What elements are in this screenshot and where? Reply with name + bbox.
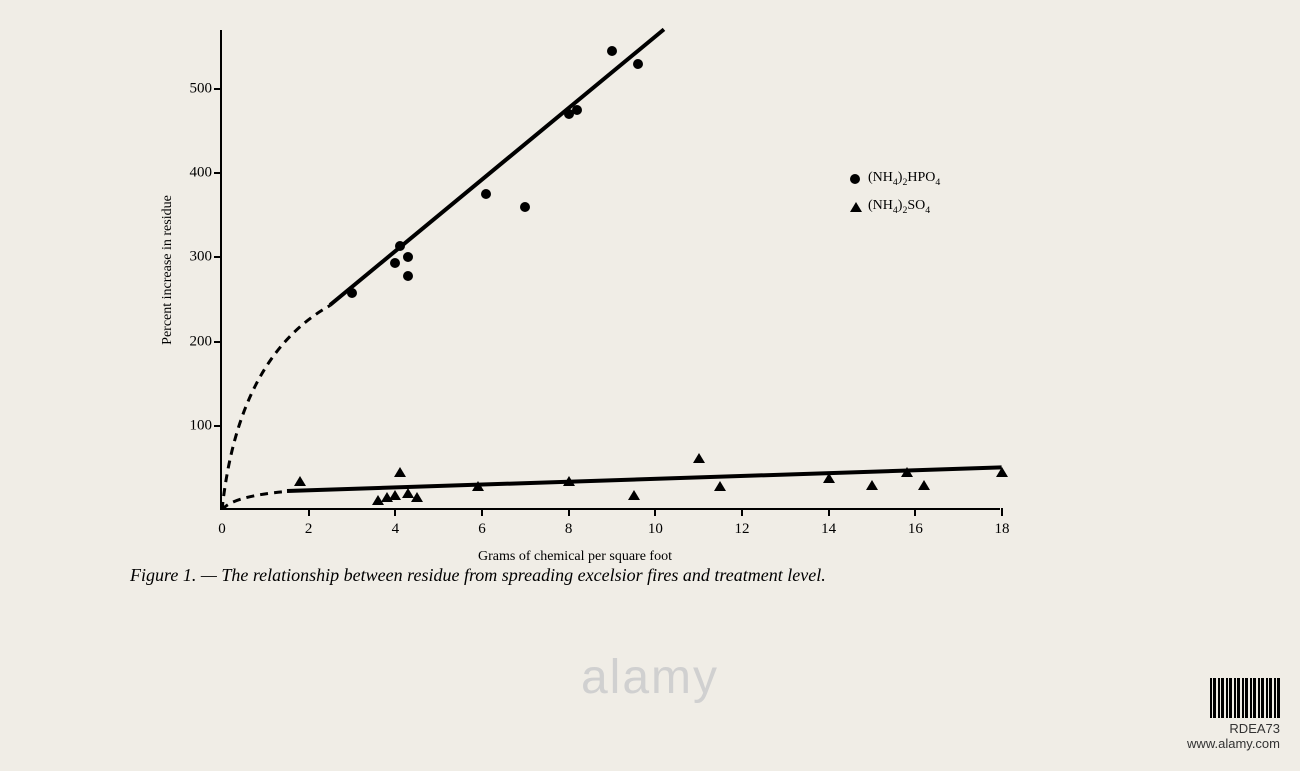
data-point-(NH4)2HPO4 xyxy=(390,258,400,268)
y-tick-label: 300 xyxy=(172,249,212,266)
x-tick-label: 10 xyxy=(648,521,663,538)
x-tick xyxy=(1001,508,1003,516)
figure-caption: Figure 1. — The relationship between res… xyxy=(130,565,826,586)
x-tick-label: 2 xyxy=(305,521,313,538)
dashed-curve-(NH4)2HPO4 xyxy=(222,30,1002,510)
data-point-(NH4)2HPO4 xyxy=(481,189,491,199)
fit-line-(NH4)2HPO4 xyxy=(329,28,665,306)
data-point-(NH4)2HPO4 xyxy=(395,241,405,251)
dashed-curve-(NH4)2SO4 xyxy=(222,30,1002,510)
x-tick-label: 18 xyxy=(995,521,1010,538)
y-tick-label: 500 xyxy=(172,80,212,97)
data-point-(NH4)2SO4 xyxy=(394,467,406,477)
x-tick xyxy=(568,508,570,516)
data-point-(NH4)2SO4 xyxy=(294,476,306,486)
x-tick-label: 6 xyxy=(478,521,486,538)
x-tick xyxy=(914,508,916,516)
data-point-(NH4)2SO4 xyxy=(996,467,1008,477)
data-point-(NH4)2SO4 xyxy=(866,480,878,490)
y-tick xyxy=(214,425,222,427)
watermark-ref-url: www.alamy.com xyxy=(1187,736,1280,751)
y-tick-label: 100 xyxy=(172,417,212,434)
data-point-(NH4)2HPO4 xyxy=(403,271,413,281)
x-tick-label: 0 xyxy=(218,521,226,538)
barcode-icon xyxy=(1210,678,1280,718)
data-point-(NH4)2HPO4 xyxy=(403,252,413,262)
legend-item-sulfate: (NH4)2SO4 xyxy=(850,198,940,216)
chart-container: Percent increase in residue 100200300400… xyxy=(130,20,1020,560)
triangle-icon xyxy=(850,202,862,212)
x-tick-label: 16 xyxy=(908,521,923,538)
data-point-(NH4)2SO4 xyxy=(918,480,930,490)
x-tick xyxy=(828,508,830,516)
x-axis-title: Grams of chemical per square foot xyxy=(478,549,672,565)
x-tick-label: 4 xyxy=(392,521,400,538)
plot-area: 100200300400500024681012141618 xyxy=(220,30,1000,510)
circle-icon xyxy=(850,174,860,184)
x-tick-label: 8 xyxy=(565,521,573,538)
data-point-(NH4)2SO4 xyxy=(389,490,401,500)
data-point-(NH4)2HPO4 xyxy=(633,59,643,69)
data-point-(NH4)2HPO4 xyxy=(607,46,617,56)
data-point-(NH4)2SO4 xyxy=(714,481,726,491)
legend-label-phosphate: (NH4)2HPO4 xyxy=(868,170,940,188)
data-point-(NH4)2SO4 xyxy=(823,473,835,483)
legend-item-phosphate: (NH4)2HPO4 xyxy=(850,170,940,188)
x-tick-label: 14 xyxy=(821,521,836,538)
data-point-(NH4)2SO4 xyxy=(563,476,575,486)
x-tick xyxy=(654,508,656,516)
y-tick xyxy=(214,341,222,343)
legend-label-sulfate: (NH4)2SO4 xyxy=(868,198,930,216)
data-point-(NH4)2HPO4 xyxy=(520,202,530,212)
x-tick xyxy=(394,508,396,516)
data-point-(NH4)2SO4 xyxy=(472,481,484,491)
watermark-ref: RDEA73 www.alamy.com xyxy=(1187,678,1280,751)
y-axis-title: Percent increase in residue xyxy=(160,195,176,345)
legend: (NH4)2HPO4 (NH4)2SO4 xyxy=(850,170,940,226)
y-tick-label: 200 xyxy=(172,333,212,350)
y-tick xyxy=(214,172,222,174)
x-tick xyxy=(741,508,743,516)
x-tick xyxy=(481,508,483,516)
data-point-(NH4)2HPO4 xyxy=(347,288,357,298)
y-tick-label: 400 xyxy=(172,165,212,182)
watermark-text: alamy xyxy=(581,650,719,705)
data-point-(NH4)2HPO4 xyxy=(572,105,582,115)
y-tick xyxy=(214,256,222,258)
data-point-(NH4)2SO4 xyxy=(411,492,423,502)
data-point-(NH4)2SO4 xyxy=(628,490,640,500)
x-tick-label: 12 xyxy=(735,521,750,538)
data-point-(NH4)2SO4 xyxy=(901,467,913,477)
y-tick xyxy=(214,88,222,90)
watermark-ref-id: RDEA73 xyxy=(1187,721,1280,736)
data-point-(NH4)2SO4 xyxy=(693,453,705,463)
x-tick xyxy=(308,508,310,516)
